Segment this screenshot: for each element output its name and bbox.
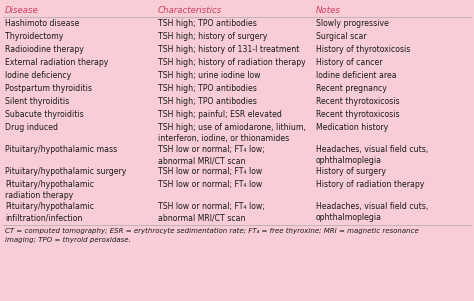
Text: TSH low or normal; FT₄ low: TSH low or normal; FT₄ low — [158, 180, 262, 189]
Text: TSH low or normal; FT₄ low;
abnormal MRI/CT scan: TSH low or normal; FT₄ low; abnormal MRI… — [158, 145, 265, 166]
Text: TSH high; history of surgery: TSH high; history of surgery — [158, 32, 267, 41]
Text: Pituitary/hypothalamic mass: Pituitary/hypothalamic mass — [5, 145, 117, 154]
Text: Drug induced: Drug induced — [5, 123, 58, 132]
Text: TSH high; TPO antibodies: TSH high; TPO antibodies — [158, 97, 257, 106]
Text: History of thyrotoxicosis: History of thyrotoxicosis — [316, 45, 410, 54]
Text: Hashimoto disease: Hashimoto disease — [5, 19, 79, 28]
Text: Characteristics: Characteristics — [158, 6, 222, 15]
Text: TSH high; history of radiation therapy: TSH high; history of radiation therapy — [158, 58, 306, 67]
Text: TSH high; use of amiodarone, lithium,
interferon, iodine, or thionamides: TSH high; use of amiodarone, lithium, in… — [158, 123, 306, 144]
Text: History of surgery: History of surgery — [316, 167, 386, 176]
Text: Headaches, visual field cuts,
ophthalmoplegia: Headaches, visual field cuts, ophthalmop… — [316, 202, 428, 222]
Text: Slowly progressive: Slowly progressive — [316, 19, 389, 28]
Text: Postpartum thyroiditis: Postpartum thyroiditis — [5, 84, 92, 93]
Text: Subacute thyroiditis: Subacute thyroiditis — [5, 110, 84, 119]
Text: TSH low or normal; FT₄ low;
abnormal MRI/CT scan: TSH low or normal; FT₄ low; abnormal MRI… — [158, 202, 265, 222]
Text: Surgical scar: Surgical scar — [316, 32, 366, 41]
Text: History of cancer: History of cancer — [316, 58, 383, 67]
Text: Medication history: Medication history — [316, 123, 388, 132]
Text: imaging; TPO = thyroid peroxidase.: imaging; TPO = thyroid peroxidase. — [5, 237, 131, 243]
Text: TSH high; urine iodine low: TSH high; urine iodine low — [158, 71, 261, 80]
Text: Recent thyrotoxicosis: Recent thyrotoxicosis — [316, 97, 400, 106]
Text: CT = computed tomography; ESR = erythrocyte sedimentation rate; FT₄ = free thyro: CT = computed tomography; ESR = erythroc… — [5, 228, 419, 234]
Text: Headaches, visual field cuts,
ophthalmoplegia: Headaches, visual field cuts, ophthalmop… — [316, 145, 428, 166]
Text: Silent thyroiditis: Silent thyroiditis — [5, 97, 69, 106]
Text: Recent thyrotoxicosis: Recent thyrotoxicosis — [316, 110, 400, 119]
Text: TSH high; history of 131-I treatment: TSH high; history of 131-I treatment — [158, 45, 300, 54]
Text: TSH low or normal; FT₄ low: TSH low or normal; FT₄ low — [158, 167, 262, 176]
Text: Recent pregnancy: Recent pregnancy — [316, 84, 387, 93]
Text: Pituitary/hypothalamic
radiation therapy: Pituitary/hypothalamic radiation therapy — [5, 180, 94, 200]
Text: History of radiation therapy: History of radiation therapy — [316, 180, 424, 189]
Text: Thyroidectomy: Thyroidectomy — [5, 32, 64, 41]
Text: Pituitary/hypothalamic
infiltration/infection: Pituitary/hypothalamic infiltration/infe… — [5, 202, 94, 222]
Text: Iodine deficiency: Iodine deficiency — [5, 71, 71, 80]
Text: TSH high; painful; ESR elevated: TSH high; painful; ESR elevated — [158, 110, 282, 119]
Text: Disease: Disease — [5, 6, 39, 15]
Text: TSH high; TPO antibodies: TSH high; TPO antibodies — [158, 84, 257, 93]
Text: Pituitary/hypothalamic surgery: Pituitary/hypothalamic surgery — [5, 167, 127, 176]
Text: Iodine deficient area: Iodine deficient area — [316, 71, 397, 80]
Text: Radioiodine therapy: Radioiodine therapy — [5, 45, 84, 54]
Text: Notes: Notes — [316, 6, 341, 15]
Text: External radiation therapy: External radiation therapy — [5, 58, 109, 67]
Text: TSH high; TPO antibodies: TSH high; TPO antibodies — [158, 19, 257, 28]
